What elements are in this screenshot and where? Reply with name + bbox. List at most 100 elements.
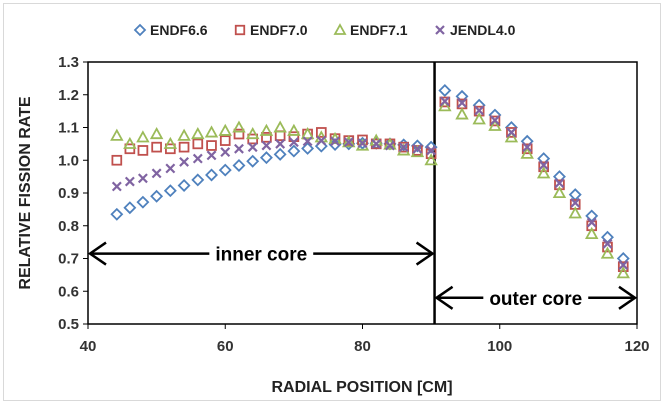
point-jendl4-0-7 [206,150,217,161]
point-endf6-6-6 [191,173,205,187]
point-endf7-0-30 [538,161,549,173]
point-endf7-1-8 [218,123,232,136]
x-tick-label-3: 100 [487,338,512,355]
legend-marker-endf6-6 [133,23,147,37]
point-endf7-0-8 [219,135,231,146]
y-tick-label-2: 0.7 [58,251,79,268]
point-jendl4-0-25 [457,97,467,108]
point-endf6-6-14 [301,141,315,155]
point-endf7-0-28 [506,127,517,138]
legend-label-endf7-1: ENDF7.1 [350,22,408,38]
point-endf7-0-15 [316,127,327,138]
point-endf7-1-28 [504,130,519,143]
point-jendl4-0-2 [137,173,148,184]
point-endf6-6-12 [273,147,287,161]
point-endf7-0-6 [192,138,204,150]
point-endf7-1-2 [136,130,150,143]
point-jendl4-0-33 [586,217,597,228]
point-jendl4-0-11 [261,140,272,151]
annotation-label-bg-1 [483,285,589,310]
point-endf6-6-2 [136,195,150,209]
legend: ENDF6.6 ENDF7.0 ENDF7.1 JENDL4.0 [133,22,516,38]
point-jendl4-0-19 [371,138,382,149]
point-jendl4-0-5 [179,156,190,167]
point-endf7-0-27 [489,115,501,127]
plot-area [87,61,638,325]
point-endf7-1-25 [455,107,469,120]
x-axis-ticks: 40 60 80 100 120 [80,324,650,355]
point-jendl4-0-18 [357,138,368,149]
point-endf7-0-35 [617,261,629,273]
annotation-inner-core: inner core [87,241,435,266]
point-endf7-1-4 [163,136,178,149]
y-tick-label-3: 0.8 [58,218,79,235]
point-jendl4-0-24 [439,96,450,107]
annotation-label-1: outer core [489,289,582,310]
point-jendl4-0-4 [165,163,176,174]
point-jendl4-0-22 [412,143,423,154]
annotation-arrowhead-left-0 [87,241,107,266]
point-endf6-6-23 [424,140,438,154]
point-endf7-1-34 [600,246,615,259]
point-jendl4-0-32 [570,197,581,208]
point-endf6-6-0 [110,207,124,221]
point-endf7-1-6 [191,126,205,140]
point-jendl4-0-28 [506,127,517,138]
point-endf6-6-1 [123,201,137,215]
point-endf7-1-26 [472,112,486,125]
point-endf7-0-29 [521,143,533,155]
point-endf7-0-5 [178,141,190,153]
annotation-arrowhead-right-1 [618,285,638,310]
point-endf7-1-14 [300,126,315,140]
point-endf7-1-0 [110,128,124,141]
point-endf6-6-4 [163,184,177,198]
point-endf7-1-5 [177,128,191,141]
annotation-outer-core: outer core [434,285,638,310]
point-endf7-0-0 [111,154,123,166]
point-endf6-6-24 [438,84,452,97]
point-jendl4-0-10 [247,142,258,153]
point-jendl4-0-3 [151,168,162,179]
y-tick-label-0: 0.5 [58,316,79,333]
chart-frame [3,3,661,401]
legend-item-endf7-1: ENDF7.1 [333,22,408,38]
y-tick-label-7: 1.2 [58,87,79,104]
y-tick-label-6: 1.1 [58,120,79,137]
point-endf6-6-10 [246,154,260,168]
point-jendl4-0-34 [602,238,613,249]
point-jendl4-0-6 [192,153,203,164]
legend-marker-endf7-1 [333,23,347,35]
point-endf7-1-31 [552,185,567,199]
point-endf7-0-24 [439,96,451,108]
point-endf7-1-30 [536,166,551,179]
point-endf6-6-3 [150,189,164,203]
point-jendl4-0-15 [316,135,327,146]
y-axis-label: RELATIVE FISSION RATE [17,96,34,290]
point-endf7-0-2 [137,145,149,156]
point-jendl4-0-21 [398,142,409,153]
x-tick-label-0: 40 [80,338,97,355]
point-endf7-1-23 [424,153,438,166]
point-endf7-1-7 [204,125,219,138]
legend-item-endf7-0: ENDF7.0 [234,22,308,38]
point-endf7-0-3 [151,141,162,153]
x-tick-label-4: 120 [624,338,649,355]
x-tick-label-2: 80 [354,338,371,355]
data-markers [110,84,631,279]
point-endf6-6-18 [356,136,369,150]
point-endf7-1-11 [259,123,274,136]
point-endf7-1-12 [273,120,287,133]
annotation-arrowhead-left-1 [434,285,454,310]
legend-label-endf7-0: ENDF7.0 [250,22,308,38]
point-jendl4-0-23 [426,145,437,156]
point-endf7-1-17 [342,135,356,148]
legend-marker-jendl4-0 [435,25,445,35]
point-endf7-1-13 [287,123,301,136]
point-jendl4-0-20 [385,140,395,151]
annotations: inner core outer core [87,241,638,310]
point-endf6-6-7 [205,168,218,182]
point-jendl4-0-8 [220,147,231,158]
point-endf6-6-5 [177,178,191,192]
point-jendl4-0-0 [111,181,122,192]
